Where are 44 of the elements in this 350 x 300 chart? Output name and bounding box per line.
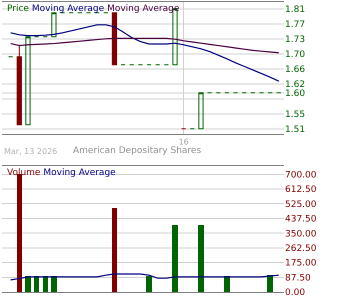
bar <box>267 274 273 292</box>
series-label: Volume <box>7 168 41 178</box>
text: American Depositary Shares <box>73 146 202 156</box>
candlestick <box>198 92 204 130</box>
y-tick-label: 1.62 <box>285 80 306 90</box>
series-label: Moving Average <box>32 4 105 14</box>
text: Moving Average <box>107 4 180 14</box>
bar <box>224 276 230 292</box>
y-tick-label: 87.50 <box>285 273 312 284</box>
candlestick <box>51 12 57 38</box>
y-tick-label: 525.00 <box>285 200 317 210</box>
y-tick-label: 175.00 <box>285 258 317 269</box>
y-tick-label: 700.00 <box>285 170 317 180</box>
bar <box>34 276 39 292</box>
bar <box>112 208 117 292</box>
bar <box>172 224 178 292</box>
y-tick-label: 437.50 <box>285 214 317 225</box>
line-series <box>10 24 280 82</box>
y-tick-label: 612.50 <box>285 185 317 196</box>
y-tick-label: 1.60 <box>285 88 306 99</box>
y-tick-label: 262.50 <box>285 244 317 254</box>
candlestick <box>112 12 118 66</box>
x-tick-label: 16 <box>178 138 189 147</box>
text: Moving Average <box>43 168 116 178</box>
bar <box>51 276 57 292</box>
y-tick-label: 350.00 <box>285 229 317 240</box>
text: Mar, 13 2026 <box>4 147 58 156</box>
y-tick-label: 1.77 <box>285 20 306 30</box>
y-tick-label: 1.81 <box>285 4 306 15</box>
text: Price <box>7 4 30 14</box>
bar <box>43 276 48 292</box>
candlestick <box>16 44 22 126</box>
y-tick-label: 1.66 <box>285 64 306 75</box>
bar <box>146 276 152 292</box>
y-tick-label: 1.73 <box>285 34 306 45</box>
bar <box>198 224 204 292</box>
y-tick-label: 1.55 <box>285 110 306 120</box>
y-tick-label: 1.70 <box>285 50 306 60</box>
bar <box>25 276 31 292</box>
bar <box>17 174 22 292</box>
candlestick <box>25 36 31 126</box>
y-tick-label: 0.00 <box>285 288 306 298</box>
line-series <box>10 38 280 54</box>
y-tick-label: 1.51 <box>285 124 306 135</box>
